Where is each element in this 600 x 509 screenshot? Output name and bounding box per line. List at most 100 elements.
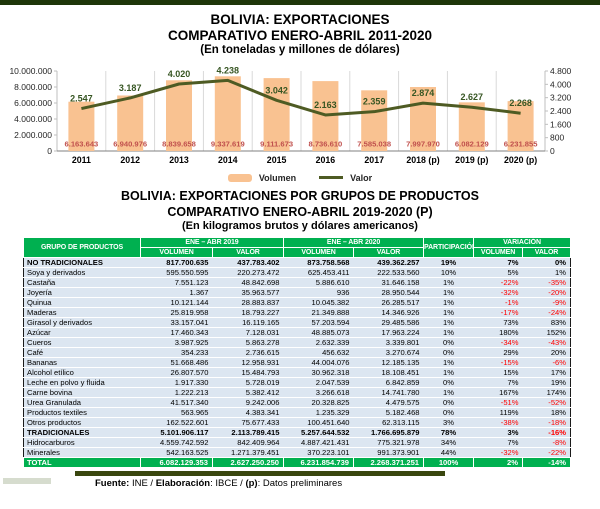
value-cell: 817.700.635 [140, 257, 213, 269]
value-cell: 1.917.330 [140, 377, 213, 389]
value-cell: 0% [423, 347, 474, 359]
product-name-cell: Joyería [23, 287, 141, 299]
value-cell: 439.362.257 [353, 257, 424, 269]
value-cell: 7.551.123 [140, 277, 213, 289]
header-variacion-valor: VALOR [522, 247, 572, 259]
chart-subtitle: COMPARATIVO ENERO-ABRIL 2011-2020 [167, 27, 433, 43]
value-cell: 1% [423, 287, 474, 299]
volume-bar-label: 9.111.673 [260, 140, 293, 149]
footer-text-segment: INE / [129, 478, 156, 490]
table-units: (En kilogramos brutos y dólares american… [182, 219, 418, 232]
table-row: Azúcar 17.460.343 7.128.031 48.885.073 17.96… [23, 327, 571, 339]
value-cell: 167% [473, 387, 523, 399]
value-cell: -15% [473, 357, 523, 369]
value-cell: -24% [522, 307, 571, 319]
volume-bar-label: 6.082.129 [455, 140, 489, 149]
value-cell: 0% [522, 257, 571, 269]
header-2019-valor: VALOR [211, 247, 285, 259]
product-name-cell: Alcohol etílico [23, 367, 141, 379]
value-cell: 1% [423, 357, 474, 369]
value-cell: 16.119.165 [212, 317, 284, 329]
value-line-label: 2.547 [70, 94, 93, 104]
value-cell: 83% [522, 317, 571, 329]
value-cell: 12.958.931 [212, 357, 284, 369]
value-cell: 1% [423, 367, 474, 379]
value-cell: 17.963.224 [353, 327, 424, 339]
axis-tick-label-right: 3.200 [550, 93, 572, 103]
value-cell: 29% [473, 347, 523, 359]
x-axis-label: 2018 (p) [406, 155, 439, 165]
value-cell: 4.383.341 [212, 407, 284, 419]
value-cell: 354.233 [140, 347, 213, 359]
table-row: Joyería 1.367 35.963.577 936 28.950.544 1% -32… [23, 287, 571, 299]
product-name-cell: Cueros [23, 337, 141, 349]
axis-tick-label-left: 2.000.000 [14, 130, 52, 140]
value-cell: 18.793.227 [212, 307, 284, 319]
value-cell: 1% [423, 317, 474, 329]
value-cell: 3% [473, 427, 523, 439]
products-table: GRUPO DE PRODUCTOS ENE – ABR 2019 ENE – … [23, 237, 572, 469]
value-cell: 10.121.144 [140, 297, 213, 309]
footer-left-tab [3, 478, 51, 485]
header-ene-abr-2019: ENE – ABR 2019 [139, 237, 285, 249]
value-cell: 162.522.601 [140, 417, 213, 429]
value-cell: 19% [522, 377, 571, 389]
axis-tick-label-left: 6.000.000 [14, 98, 52, 108]
value-cell: 48.885.073 [283, 327, 354, 339]
axis-tick-label-right: 1.600 [550, 120, 572, 130]
value-cell: 33.157.041 [140, 317, 213, 329]
header-variacion: VARIACIÓN [473, 237, 572, 249]
value-cell: 20.328.825 [283, 397, 354, 409]
product-name-cell: Hidrocarburos [23, 437, 141, 449]
value-cell: 1% [423, 307, 474, 319]
product-name-cell: Bananas [23, 357, 141, 369]
footer-source-text: Fuente: INE / Elaboración: IBCE / (p): D… [95, 478, 342, 489]
value-cell: 1% [423, 297, 474, 309]
value-cell: 14.346.926 [353, 307, 424, 319]
product-name-cell: Leche en polvo y fluida [23, 377, 141, 389]
value-cell: 152% [522, 327, 571, 339]
value-cell: 1.271.379.451 [212, 447, 284, 459]
volume-bar-label: 6.940.976 [113, 140, 147, 149]
value-cell: 1% [522, 267, 571, 279]
value-cell: 7.128.031 [212, 327, 284, 339]
x-axis-label: 2016 [316, 155, 336, 165]
volume-bar [68, 102, 95, 152]
value-cell: -51% [473, 397, 523, 409]
value-cell: 31.646.158 [353, 277, 424, 289]
value-cell: 10.045.382 [283, 297, 354, 309]
table-row: Cueros 3.987.925 5.863.278 2.632.339 3.339.8… [23, 337, 571, 349]
value-cell: 18% [522, 407, 571, 419]
value-cell: 1% [423, 327, 474, 339]
axis-tick-label-right: 4.800 [550, 66, 572, 76]
value-cell: -22% [473, 277, 523, 289]
value-cell: 5.182.468 [353, 407, 424, 419]
footer-text-segment: : Datos preliminares [257, 478, 343, 490]
table-row: Hidrocarburos 4.559.742.592 842.409.964 4.8… [23, 437, 571, 449]
value-cell: 10% [423, 267, 474, 279]
value-cell: 936 [283, 287, 354, 299]
value-cell: 2.113.789.415 [212, 427, 284, 439]
footer: Fuente: INE / Elaboración: IBCE / (p): D… [0, 471, 600, 497]
value-cell: 14.741.780 [353, 387, 424, 399]
product-name-cell: Otros productos [23, 417, 141, 429]
value-cell: 991.373.901 [353, 447, 424, 459]
value-cell: 4.559.742.592 [140, 437, 213, 449]
value-cell: 5.257.644.532 [283, 427, 354, 439]
value-cell: 100% [423, 457, 475, 469]
x-axis-label: 2019 (p) [455, 155, 488, 165]
product-name-cell: Minerales [23, 447, 141, 459]
value-cell: 3.270.674 [353, 347, 424, 359]
product-name-cell: Carne bovina [23, 387, 141, 399]
chart-legend: Volumen Valor [0, 171, 600, 184]
table-row: Minerales 542.163.525 1.271.379.451 370.223… [23, 447, 571, 459]
value-cell: -1% [473, 297, 523, 309]
value-line-label: 3.187 [119, 83, 142, 93]
axis-tick-label-right: 2.400 [550, 106, 572, 116]
value-cell: 4.887.421.431 [283, 437, 354, 449]
value-cell: 19% [423, 257, 474, 269]
value-cell: -35% [522, 277, 571, 289]
product-name-cell: Urea Granulada [23, 397, 141, 409]
axis-tick-label-left: 4.000.000 [14, 114, 52, 124]
